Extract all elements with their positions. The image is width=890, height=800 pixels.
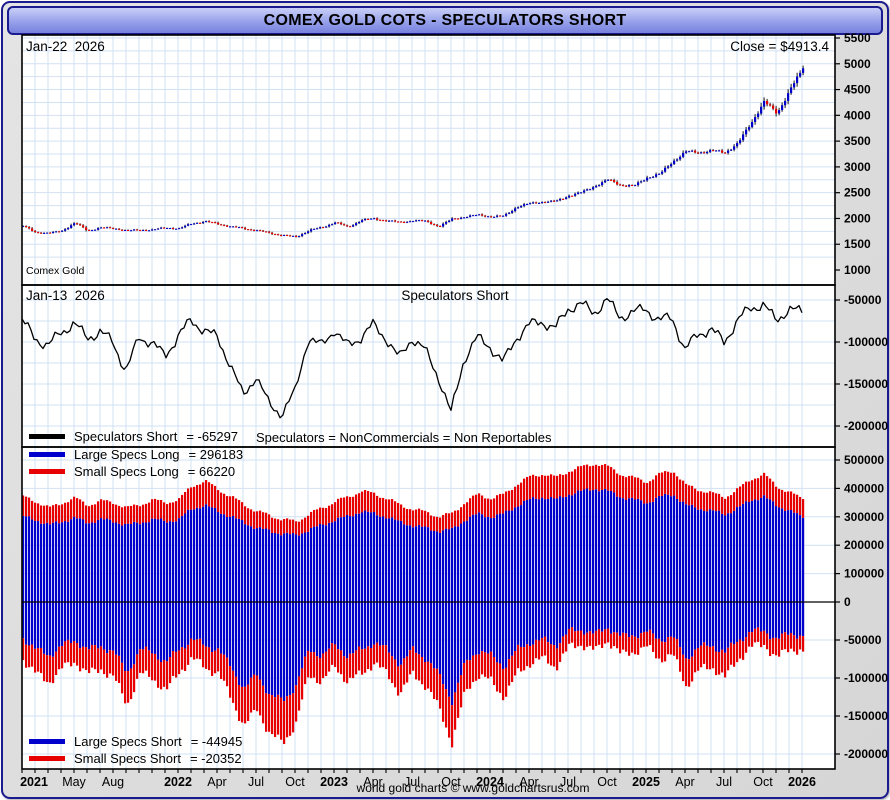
y-tick-label: 4500 [844,83,871,97]
y-tick-label: 5000 [844,57,871,71]
legend-value: = 66220 [187,464,236,479]
legend-speculators-short: Speculators Short = -65297 [29,429,238,444]
mid-panel-title: Speculators Short [401,288,509,303]
speculators-note: Speculators = NonCommercials = Non Repor… [256,430,552,445]
y-tick-label: 100000 [844,567,884,581]
x-axis-label: Oct [597,775,617,789]
x-axis-label: Apr [363,775,382,789]
spec-short-line [22,298,803,419]
y-tick-label: 2000 [844,211,871,225]
y-tick-label: 200000 [844,538,884,552]
x-axis-label: 2023 [320,775,348,789]
x-axis-label: Apr [207,775,226,789]
legend-large-specs-short: Large Specs Short = -44945 [29,734,242,749]
y-tick-label: 5500 [844,31,871,45]
x-axis: 2021 May Aug 2022 Apr Jul Oct 2023 Apr Jul Oct 2024… [20,769,816,789]
x-axis-label: 2026 [788,775,816,789]
legend-label: Small Specs Long [74,464,179,479]
y-tick-label: -200000 [844,747,888,761]
price-candles [22,65,805,238]
y-tick-label: -200000 [844,419,888,433]
x-axis-label: Aug [102,775,124,789]
x-axis-label: 2021 [20,775,48,789]
y-tick-label: 1000 [844,263,871,277]
position-bars [22,464,805,748]
legend-large-specs-long: Large Specs Long = 296183 [29,447,243,462]
close-value-label: Close = $4913.4 [730,39,829,54]
x-axis-label: 2025 [632,775,660,789]
y-tick-label: 3500 [844,134,871,148]
y-tick-label: 1500 [844,237,871,251]
x-axis-label: Jul [248,775,264,789]
small-specs-short-swatch-icon [29,756,65,761]
instrument-label: Comex Gold [26,265,85,277]
legend-label: Small Specs Short [74,751,181,766]
y-tick-label: -50000 [844,633,882,647]
x-axis-label: Jul [560,775,576,789]
small-specs-long-swatch-icon [29,469,65,474]
x-axis-label: Jul [716,775,732,789]
x-axis-label: Oct [441,775,461,789]
panel-borders [21,34,836,770]
mid-date-label: Jan-13 2026 [26,288,105,303]
speculators-short-swatch-icon [29,434,65,439]
legend-small-specs-short: Small Specs Short = -20352 [29,751,242,766]
y-tick-label: 3000 [844,160,871,174]
legend-value: = -44945 [190,734,243,749]
legend-label: Large Specs Long [74,447,180,462]
legend-label: Large Specs Short [74,734,182,749]
y-tick-label: -150000 [844,709,888,723]
x-axis-label: May [62,775,86,789]
y-tick-label: 0 [844,595,851,609]
large-specs-long-swatch-icon [29,452,65,457]
y-axis: 5500 5000 4500 4000 3500 3000 2500 2000 1500 1000… [835,31,888,761]
y-tick-label: -150000 [844,377,888,391]
chart-canvas: 5500 5000 4500 4000 3500 3000 2500 2000 1500 1000… [20,31,888,789]
x-axis-label: 2022 [164,775,192,789]
y-tick-label: 2500 [844,186,871,200]
x-axis-label: Oct [285,775,305,789]
x-axis-label: 2024 [476,775,504,789]
chart-title: COMEX GOLD COTS - SPECULATORS SHORT [263,11,627,29]
chart-title-bar: COMEX GOLD COTS - SPECULATORS SHORT [7,6,883,35]
y-tick-label: -50000 [844,293,882,307]
y-tick-label: -100000 [844,671,888,685]
legend-value: = 296183 [188,447,244,462]
legend-value: = -65297 [186,429,239,444]
x-axis-label: Jul [404,775,420,789]
y-tick-label: 400000 [844,481,884,495]
large-specs-short-swatch-icon [29,739,65,744]
x-axis-label: Apr [675,775,694,789]
y-tick-label: 4000 [844,108,871,122]
y-tick-label: 500000 [844,453,884,467]
top-date-label: Jan-22 2026 [26,39,105,54]
footer-credit: world gold charts © www.goldchartsrus.co… [356,781,590,795]
x-axis-label: Apr [519,775,538,789]
legend-label: Speculators Short [74,429,178,444]
legend-small-specs-long: Small Specs Long = 66220 [29,464,235,479]
legend-value: = -20352 [189,751,242,766]
y-tick-label: -100000 [844,335,888,349]
x-axis-label: Oct [753,775,773,789]
y-tick-label: 300000 [844,510,884,524]
